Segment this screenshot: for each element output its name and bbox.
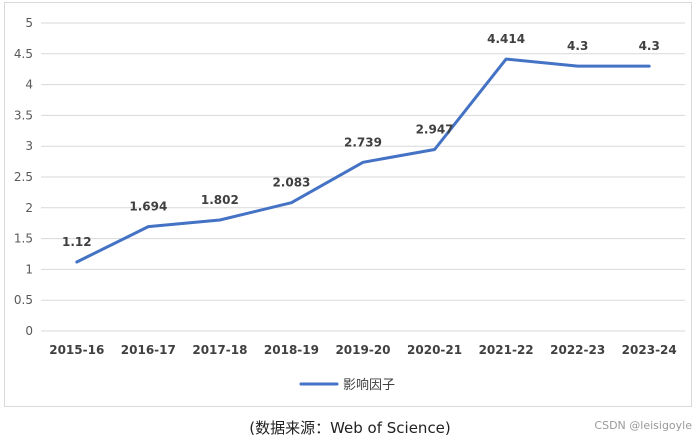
y-tick-label: 2: [25, 201, 33, 215]
y-tick-label: 0: [25, 324, 33, 338]
x-tick-label: 2019-20: [335, 343, 390, 357]
data-label: 1.802: [201, 193, 239, 207]
y-tick-label: 5: [25, 16, 33, 30]
data-label: 2.739: [344, 135, 382, 149]
data-label: 4.414: [487, 32, 525, 46]
y-tick-label: 3.5: [14, 108, 33, 122]
data-label: 4.3: [567, 39, 588, 53]
legend-label: 影响因子: [343, 377, 395, 393]
y-tick-label: 2.5: [14, 170, 33, 184]
y-tick-label: 0.5: [14, 293, 33, 307]
y-tick-label: 1.5: [14, 232, 33, 246]
x-tick-label: 2021-22: [479, 343, 534, 357]
series-line: [75, 57, 651, 264]
line-chart: 0 0.5 1 1.5 2 2.5 3 3.5 4 4.5 5 2015-16 2016-17 2017-…: [14, 16, 685, 393]
y-tick-label: 4: [25, 78, 33, 92]
x-tick-label: 2017-18: [192, 343, 247, 357]
y-tick-label: 1: [25, 262, 33, 276]
data-label: 4.3: [639, 39, 660, 53]
x-tick-label: 2016-17: [121, 343, 176, 357]
x-tick-label: 2020-21: [407, 343, 462, 357]
data-label: 1.12: [62, 235, 92, 249]
data-label: 2.947: [416, 122, 454, 136]
chart-frame: 0 0.5 1 1.5 2 2.5 3 3.5 4 4.5 5 2015-16 2016-17 2017-…: [4, 2, 692, 407]
chart-caption: (数据来源：Web of Science): [249, 419, 451, 437]
data-label: 1.694: [129, 200, 167, 214]
x-tick-label: 2022-23: [550, 343, 605, 357]
y-tick-label: 4.5: [14, 47, 33, 61]
y-tick-label: 3: [25, 139, 33, 153]
x-tick-label: 2018-19: [264, 343, 319, 357]
x-tick-label: 2023-24: [622, 343, 677, 357]
x-tick-label: 2015-16: [49, 343, 104, 357]
watermark: CSDN @leisigoyle: [594, 419, 692, 432]
data-label: 2.083: [272, 176, 310, 190]
